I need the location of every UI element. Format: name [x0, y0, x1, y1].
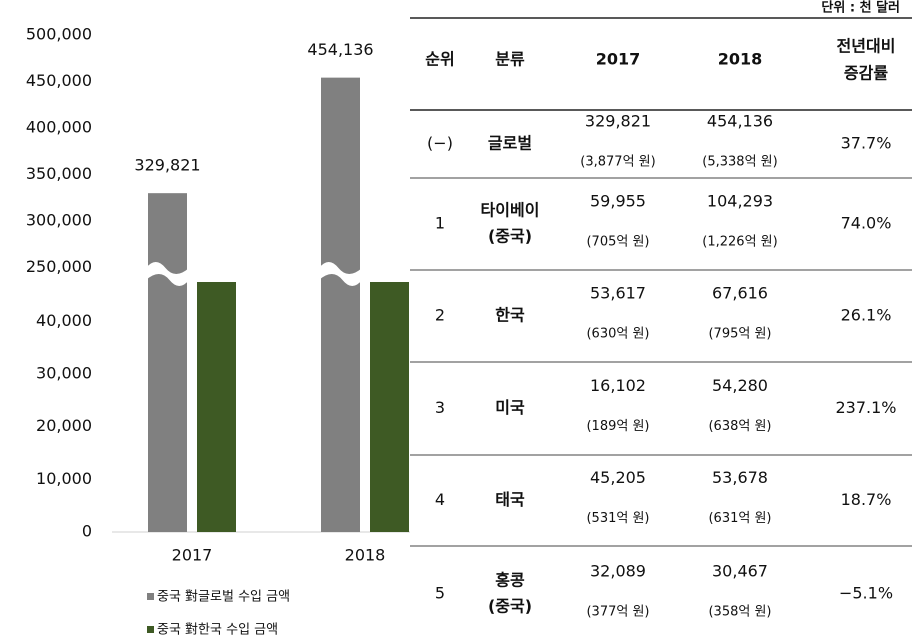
- change: 237.1%: [835, 398, 896, 417]
- category: 글로벌: [488, 134, 532, 153]
- header-cell: 전년대비: [837, 37, 896, 56]
- rank: 2: [435, 306, 445, 325]
- x-tick-label: 2018: [345, 546, 386, 565]
- header-cell: 증감률: [844, 64, 888, 83]
- header-cell: 분류: [495, 50, 525, 69]
- won-2017: (630억 원): [586, 327, 649, 342]
- won-2017: (377억 원): [586, 605, 649, 620]
- y-tick-label: 300,000: [26, 210, 92, 229]
- legend-label: 중국 對글로벌 수입 금액: [157, 590, 290, 605]
- bar: [321, 77, 360, 533]
- category: 미국: [495, 398, 525, 417]
- category: (중국): [488, 227, 532, 246]
- value-2017: 53,617: [590, 284, 646, 303]
- y-tick-label: 250,000: [26, 257, 92, 276]
- won-2018: (631억 원): [708, 511, 771, 526]
- value-2017: 329,821: [585, 112, 651, 131]
- category: 한국: [495, 306, 525, 325]
- value-2018: 53,678: [712, 468, 768, 487]
- header-cell: 2017: [596, 50, 641, 69]
- rank: 5: [435, 584, 445, 603]
- change: 37.7%: [841, 134, 892, 153]
- won-2018: (358억 원): [708, 605, 771, 620]
- legend-swatch: [147, 593, 154, 600]
- header-cell: 순위: [425, 50, 454, 69]
- y-tick-label: 20,000: [36, 416, 92, 435]
- category: (중국): [488, 597, 532, 616]
- won-2018: (795억 원): [708, 327, 771, 342]
- legend-label: 중국 對한국 수입 금액: [157, 623, 278, 638]
- rank: 3: [435, 398, 445, 417]
- won-2017: (3,877억 원): [580, 155, 655, 170]
- value-2018: 30,467: [712, 562, 768, 581]
- rank: 1: [435, 214, 445, 233]
- y-tick-label: 30,000: [36, 364, 92, 383]
- y-tick-label: 0: [82, 522, 92, 541]
- won-2017: (705억 원): [586, 235, 649, 250]
- won-2018: (638억 원): [708, 419, 771, 434]
- y-tick-label: 400,000: [26, 117, 92, 136]
- axis-break: [319, 262, 362, 286]
- bar: [370, 282, 409, 532]
- value-2017: 16,102: [590, 376, 646, 395]
- axis-break: [146, 262, 189, 286]
- y-tick-label: 450,000: [26, 71, 92, 90]
- category: 태국: [495, 490, 525, 509]
- rank: 4: [435, 490, 445, 509]
- value-2018: 54,280: [712, 376, 768, 395]
- value-2018: 104,293: [707, 192, 773, 211]
- won-2018: (5,338억 원): [702, 155, 777, 170]
- value-2017: 59,955: [590, 192, 646, 211]
- category: 홍콩: [495, 571, 525, 590]
- value-2017: 32,089: [590, 562, 646, 581]
- won-2017: (531억 원): [586, 511, 649, 526]
- unit-note: 단위 : 천 달러: [821, 0, 900, 16]
- y-tick-label: 350,000: [26, 164, 92, 183]
- change: 18.7%: [841, 490, 892, 509]
- change: −5.1%: [839, 584, 893, 603]
- won-2017: (189억 원): [586, 419, 649, 434]
- change: 26.1%: [841, 306, 892, 325]
- won-2018: (1,226억 원): [702, 235, 777, 250]
- header-cell: 2018: [718, 50, 763, 69]
- bar: [197, 282, 236, 532]
- legend-swatch: [147, 626, 154, 633]
- value-label: 454,136: [307, 40, 373, 59]
- x-tick-label: 2017: [172, 546, 213, 565]
- rank: (−): [427, 134, 453, 153]
- y-tick-label: 40,000: [36, 311, 92, 330]
- bar: [148, 193, 187, 532]
- value-2018: 454,136: [707, 112, 773, 131]
- category: 타이베이: [481, 201, 540, 220]
- y-tick-label: 500,000: [26, 25, 92, 44]
- y-tick-label: 10,000: [36, 469, 92, 488]
- change: 74.0%: [841, 214, 892, 233]
- value-2017: 45,205: [590, 468, 646, 487]
- value-label: 329,821: [134, 156, 200, 175]
- value-2018: 67,616: [712, 284, 768, 303]
